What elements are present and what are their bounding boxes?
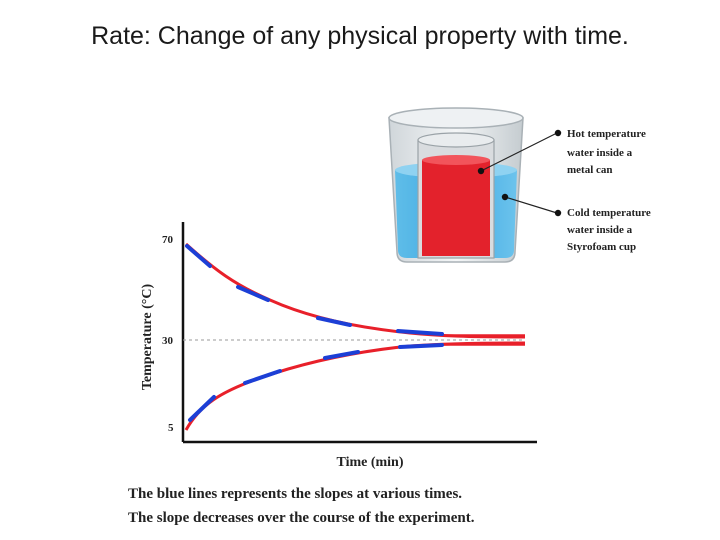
slope-line-cold-1	[188, 395, 216, 422]
hot-water	[422, 160, 490, 256]
beaker-labels: Hot temperature water inside a metal can…	[567, 128, 651, 253]
slope-line-hot-1	[185, 244, 212, 268]
x-axis-label: Time (min)	[336, 455, 403, 470]
beaker-illustration	[388, 107, 524, 263]
slope-line-hot-2	[236, 285, 270, 302]
cup-rim	[388, 107, 524, 129]
hot-label-line-2: water inside a	[567, 147, 633, 159]
caption-line-2: The slope decreases over the course of t…	[128, 510, 475, 526]
y-tick-30: 30	[162, 335, 174, 347]
slide-title: Rate: Change of any physical property wi…	[91, 22, 629, 50]
cold-warming-curve	[184, 341, 526, 431]
y-axis-label: Temperature (°C)	[140, 284, 155, 391]
hot-label-line-3: metal can	[567, 164, 613, 176]
slope-line-cold-3	[323, 350, 360, 360]
cold-label-line-1: Cold temperature	[567, 207, 651, 219]
slope-line-cold-4	[398, 343, 444, 349]
hot-water-surface	[422, 155, 490, 165]
y-tick-labels: 70 30 5	[162, 234, 174, 434]
caption-line-1: The blue lines represents the slopes at …	[128, 486, 463, 502]
slope-line-cold-2	[243, 369, 282, 385]
cold-label-line-3: Styrofoam cup	[567, 241, 636, 253]
graph-axes	[181, 222, 537, 444]
slope-line-hot-3	[316, 316, 352, 327]
hot-label-line-1: Hot temperature	[567, 128, 646, 140]
leader-lines	[477, 129, 562, 217]
y-tick-70: 70	[162, 234, 174, 246]
slope-line-hot-4	[396, 329, 444, 336]
metal-can-top	[417, 132, 495, 148]
slope-lines	[185, 244, 444, 422]
y-tick-5: 5	[168, 422, 174, 434]
cold-label-line-2: water inside a	[567, 224, 633, 236]
